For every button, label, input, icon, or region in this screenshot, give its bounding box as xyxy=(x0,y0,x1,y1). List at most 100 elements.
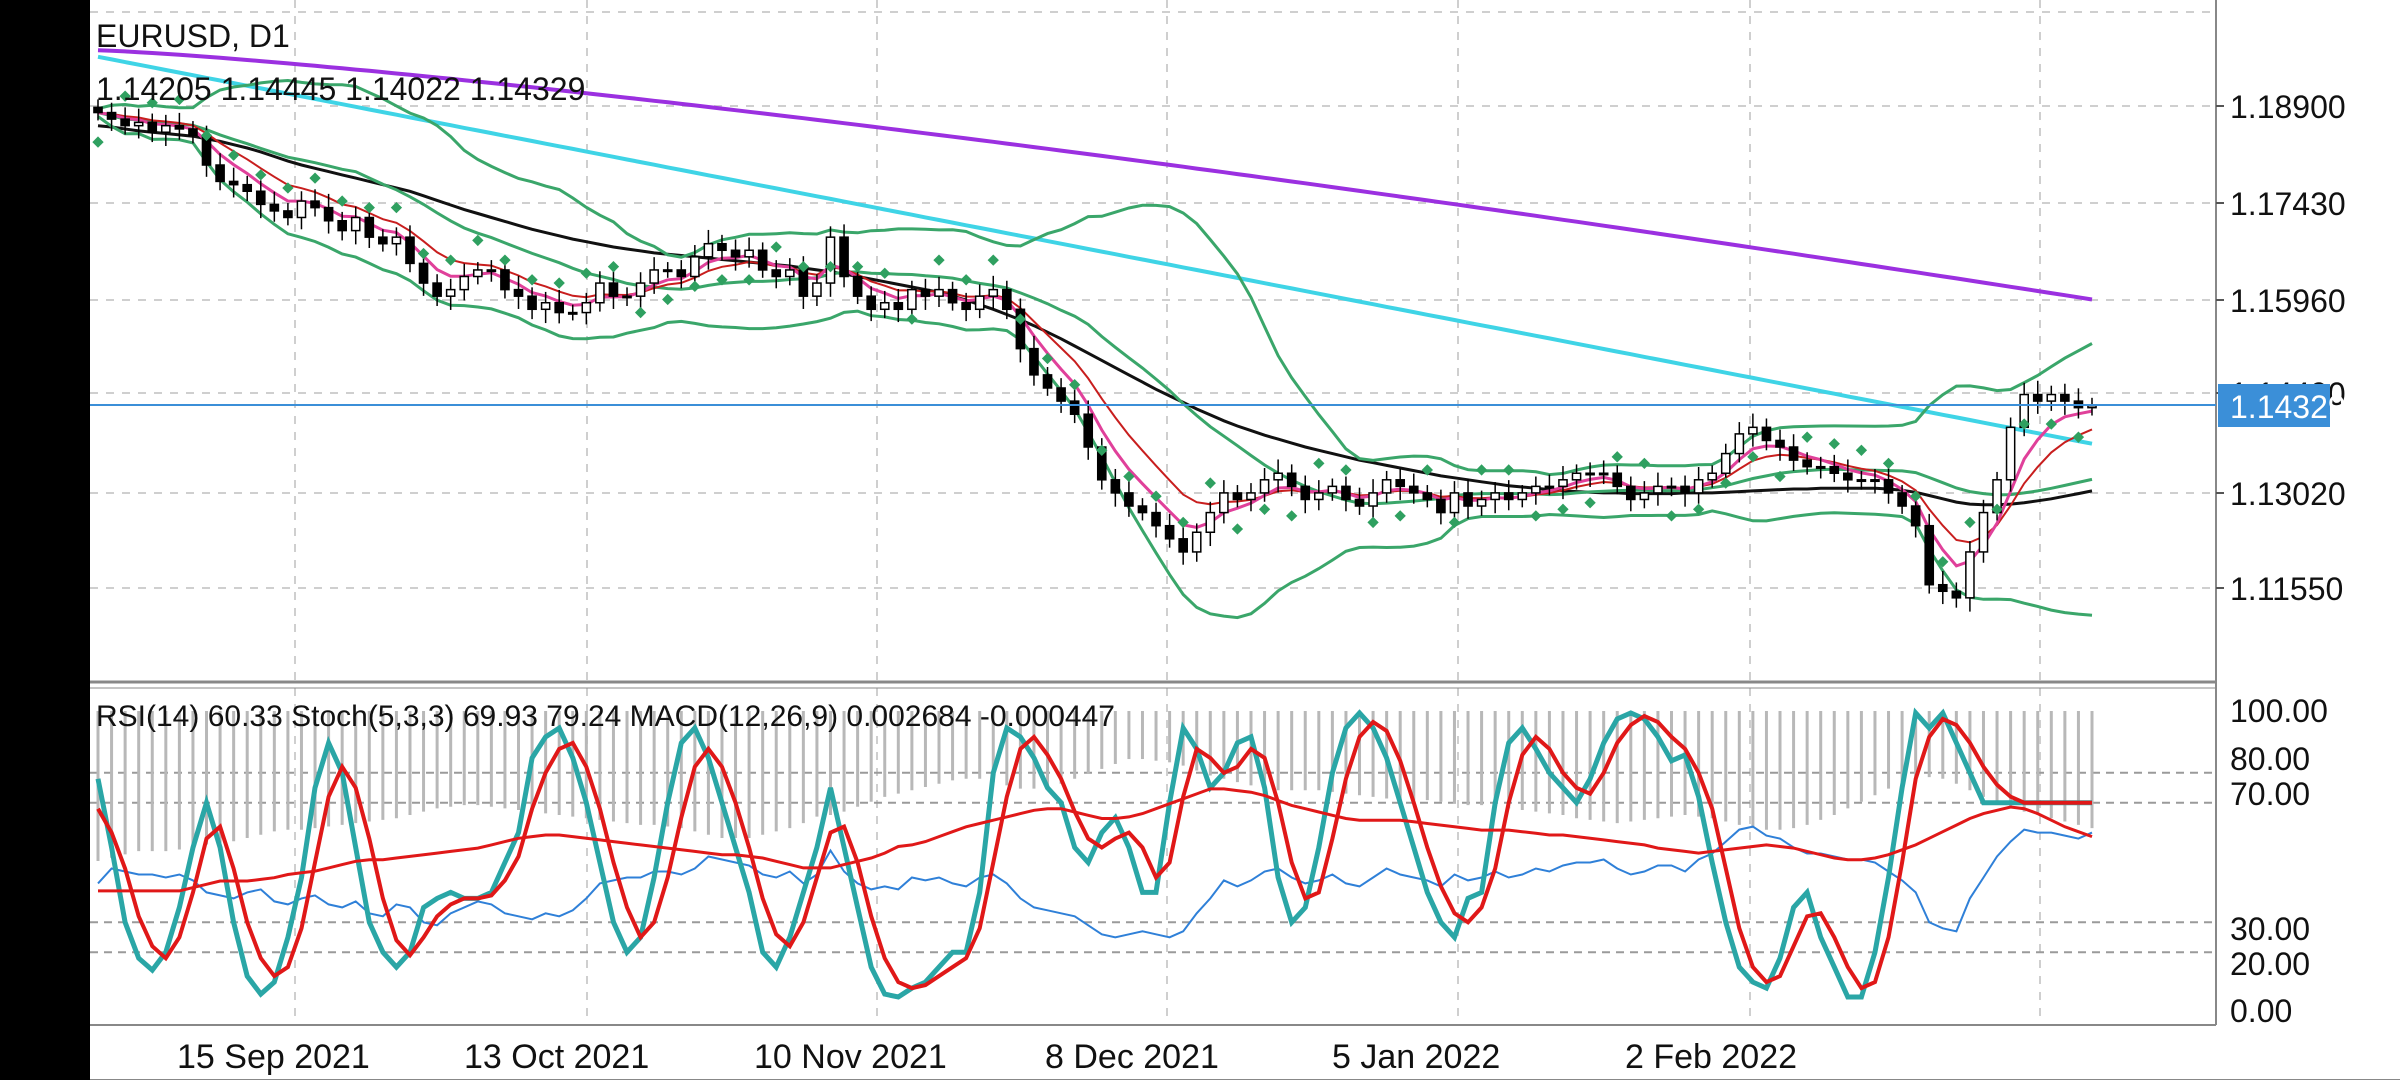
candle-body xyxy=(784,269,795,278)
candle-body xyxy=(798,269,809,297)
candle-body xyxy=(1286,472,1297,488)
candle-body xyxy=(703,242,714,258)
candle-body xyxy=(486,269,497,273)
candle-body xyxy=(1002,288,1012,311)
candle-body xyxy=(378,236,388,245)
candle-body xyxy=(1585,472,1595,476)
candle-body xyxy=(730,249,741,258)
sar-dot xyxy=(1258,503,1271,515)
candle-body xyxy=(635,282,646,297)
candle-body xyxy=(540,301,551,311)
candle-body xyxy=(120,118,130,127)
sar-dot xyxy=(1367,516,1379,529)
candle-body xyxy=(513,288,524,297)
candle-body xyxy=(1327,485,1338,494)
time-label: 15 Sep 2021 xyxy=(177,1038,370,1076)
ind-tick: 30.00 xyxy=(2230,911,2310,947)
candle-body xyxy=(1259,479,1270,494)
sar-dot xyxy=(1828,438,1840,450)
candle-body xyxy=(1843,472,1853,481)
sar-dot xyxy=(906,313,918,325)
ma-50-line xyxy=(97,124,2093,507)
candle-body xyxy=(1815,465,1826,469)
sar-dot xyxy=(499,254,511,266)
sar-dot xyxy=(390,201,403,214)
sar-dot xyxy=(1014,313,1027,325)
sar-dot xyxy=(1584,497,1596,509)
candle-body xyxy=(1015,308,1026,350)
candle-body xyxy=(215,164,225,183)
parabolic-sar xyxy=(92,90,2085,568)
sar-dot xyxy=(824,261,837,273)
sar-dot xyxy=(1937,556,1949,568)
sar-dot xyxy=(92,136,104,148)
candle-body xyxy=(1748,426,1758,435)
sar-dot xyxy=(1991,503,2003,515)
sar-dot xyxy=(987,254,999,266)
candle-body xyxy=(1653,485,1663,494)
candle-body xyxy=(662,269,673,273)
candle-body xyxy=(310,200,320,209)
left-edge-bar xyxy=(0,0,90,1080)
candle-body xyxy=(649,269,659,284)
candle-body xyxy=(595,282,605,304)
sar-dot xyxy=(1177,516,1189,529)
candle-body xyxy=(432,282,442,297)
candle-body xyxy=(974,295,985,311)
current-price-label: 1.14329 xyxy=(2230,389,2346,425)
candle-body xyxy=(1788,446,1799,461)
chart-window[interactable]: EURUSD, D1 1.14205 1.14445 1.14022 1.143… xyxy=(90,0,2400,1080)
sar-dot xyxy=(879,267,891,279)
ind-tick: 100.00 xyxy=(2230,693,2328,729)
candle-body xyxy=(1680,485,1690,494)
candle-body xyxy=(1829,465,1840,474)
ind-tick: 20.00 xyxy=(2230,946,2310,982)
chart-symbol: EURUSD, D1 xyxy=(96,18,290,54)
sar-dot xyxy=(1340,464,1352,476)
ema-fast-line xyxy=(97,111,2093,568)
candle-body xyxy=(771,269,782,278)
candle-body xyxy=(445,288,456,297)
candle-body xyxy=(147,121,158,133)
sar-dot xyxy=(1964,516,1976,529)
candle-body xyxy=(242,183,253,193)
sar-dot xyxy=(227,149,240,161)
candle-body xyxy=(418,262,429,284)
candle-body xyxy=(1083,413,1094,448)
candle-body xyxy=(1476,498,1487,507)
sar-dot xyxy=(607,261,620,273)
candle-body xyxy=(1313,492,1324,501)
candle-body xyxy=(1856,479,1867,483)
sar-dot xyxy=(689,280,701,292)
candle-body xyxy=(1531,485,1541,494)
sar-dot xyxy=(1611,451,1623,463)
candle-body xyxy=(1612,472,1623,488)
price-tick: 1.17430 xyxy=(2230,186,2346,222)
sar-dot xyxy=(933,254,945,266)
sar-dot xyxy=(2045,418,2057,430)
candle-body xyxy=(1720,452,1731,474)
price-chart-svg[interactable]: EURUSD, D1 1.14205 1.14445 1.14022 1.143… xyxy=(90,0,2400,1080)
candle-body xyxy=(1558,479,1568,488)
candle-body xyxy=(527,295,537,311)
sar-dot xyxy=(1096,444,1108,456)
candle-body xyxy=(1368,492,1378,507)
candle-body xyxy=(744,249,754,258)
candle-body xyxy=(1924,524,1935,586)
candle-body xyxy=(337,220,347,232)
sar-dot xyxy=(1720,477,1732,489)
sar-dot xyxy=(553,277,565,289)
stoch-main-line xyxy=(95,707,2092,1000)
sar-dot xyxy=(445,254,457,266)
time-label: 8 Dec 2021 xyxy=(1045,1038,1219,1076)
sar-dot xyxy=(282,182,294,194)
candle-body xyxy=(1449,492,1460,514)
candle-body xyxy=(934,288,944,297)
candle-body xyxy=(364,216,375,238)
price-tick: 1.18900 xyxy=(2230,89,2346,125)
ma-200-line xyxy=(97,48,2093,302)
sar-dot xyxy=(1882,457,1895,470)
candles xyxy=(93,99,2097,612)
time-label: 2 Feb 2022 xyxy=(1625,1038,1797,1076)
candle-body xyxy=(391,236,402,245)
